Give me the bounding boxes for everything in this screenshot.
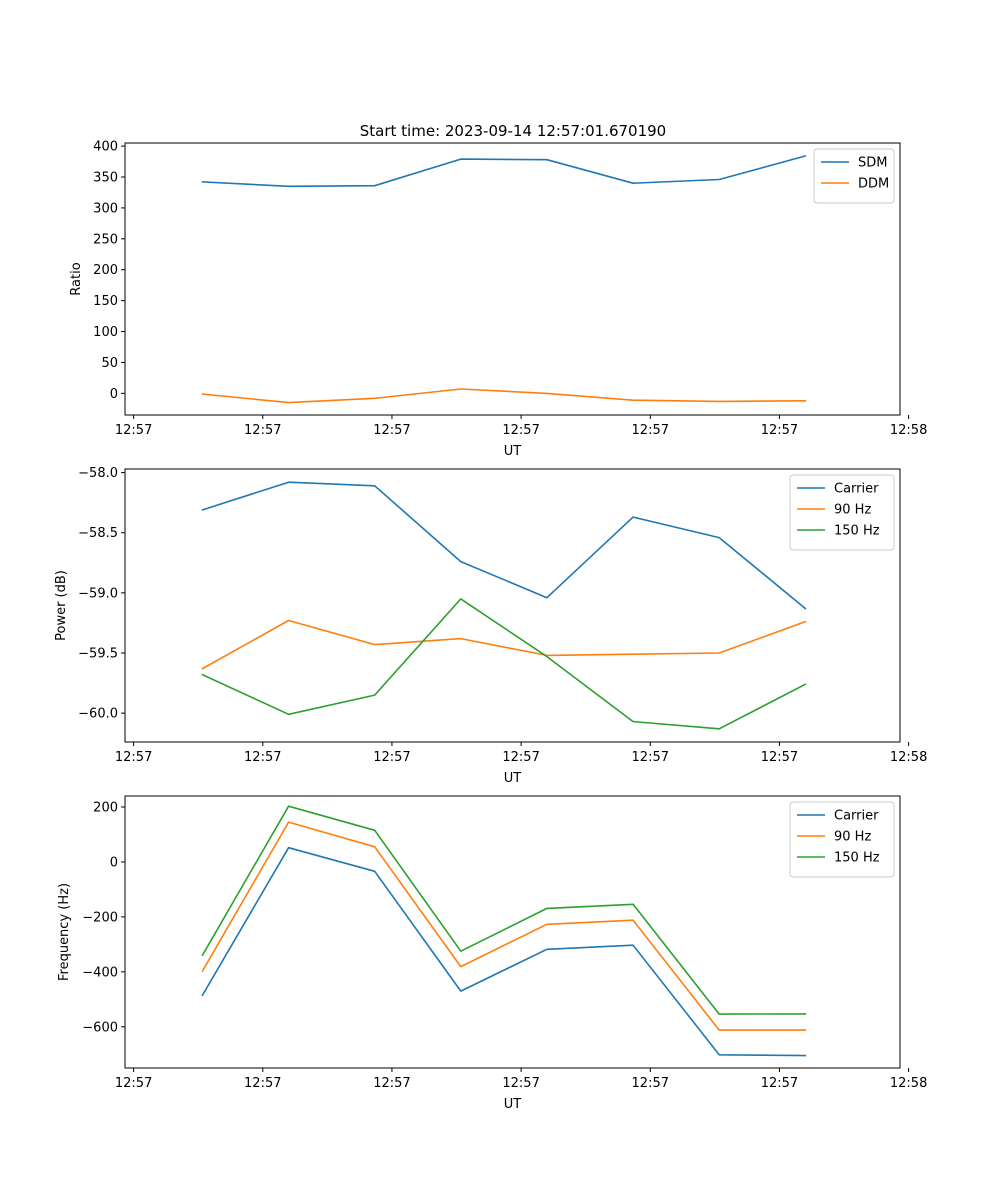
frequency-series-90-hz-line (201, 821, 807, 1031)
power-legend: Carrier 90 Hz 150 Hz (789, 474, 895, 551)
frequency-legend-label-carrier: Carrier (834, 809, 879, 824)
power-x-tick-label: 12:57 (632, 750, 669, 765)
ratio-x-tick-label: 12:57 (373, 423, 410, 438)
power-series-90-hz-line (201, 619, 807, 670)
ratio-y-tick-label: 300 (93, 201, 118, 216)
ratio-x-tick-label: 12:57 (632, 423, 669, 438)
ratio-x-tick-label: 12:57 (502, 423, 539, 438)
frequency-legend-label-90-hz: 90 Hz (834, 830, 871, 845)
frequency-y-tick-label: −600 (82, 1020, 118, 1035)
power-series-150-hz-line (201, 598, 807, 730)
ratio-y-tick-label: 200 (93, 263, 118, 278)
ratio-legend-label-sdm: SDM (858, 156, 887, 171)
power-x-tick-label: 12:58 (890, 750, 927, 765)
frequency-x-tick-label: 12:57 (115, 1076, 152, 1091)
frequency-series-carrier-line (201, 846, 807, 1057)
frequency-x-tick-label: 12:57 (373, 1076, 410, 1091)
ratio-x-tick-label: 12:57 (115, 423, 152, 438)
power-legend-label-carrier: Carrier (834, 482, 879, 497)
ratio-panel: 12:57 12:57 12:57 12:57 12:57 12:57 12:58 0 50 10… (69, 140, 927, 459)
power-x-tick-label: 12:57 (244, 750, 281, 765)
frequency-panel: 12:57 12:57 12:57 12:57 12:57 12:57 12:58 −600 −… (57, 795, 927, 1112)
ratio-x-tick-label: 12:57 (244, 423, 281, 438)
power-series-carrier-line (201, 481, 807, 610)
ratio-y-tick-label: 350 (93, 171, 118, 186)
ratio-legend-label-ddm: DDM (858, 177, 889, 192)
frequency-x-tick-label: 12:57 (761, 1076, 798, 1091)
power-axes-frame (124, 468, 901, 743)
ratio-series-sdm-line (201, 155, 807, 188)
ratio-y-axis-label: Ratio (69, 262, 84, 295)
power-legend-frame (789, 474, 895, 551)
frequency-y-tick-label: 200 (93, 800, 118, 815)
frequency-x-tick-label: 12:57 (244, 1076, 281, 1091)
power-y-tick-label: −58.5 (78, 526, 118, 541)
frequency-series-150-hz-line (201, 805, 807, 1015)
ratio-y-tick-label: 50 (101, 356, 118, 371)
ratio-axes-frame (124, 142, 901, 416)
ratio-legend: SDM DDM (813, 148, 895, 204)
ratio-x-tick-label: 12:57 (761, 423, 798, 438)
power-legend-label-90-hz: 90 Hz (834, 503, 871, 518)
power-y-axis-label: Power (dB) (54, 570, 69, 641)
power-x-axis-label: UT (504, 771, 522, 786)
figure-title: Start time: 2023-09-14 12:57:01.670190 (360, 122, 666, 140)
frequency-x-tick-label: 12:58 (890, 1076, 927, 1091)
power-panel: 12:57 12:57 12:57 12:57 12:57 12:57 12:58 −60.0… (54, 466, 927, 786)
ratio-y-tick-label: 100 (93, 325, 118, 340)
power-legend-label-150-hz: 150 Hz (834, 524, 880, 539)
frequency-y-tick-label: −200 (82, 910, 118, 925)
frequency-y-tick-label: 0 (110, 855, 118, 870)
frequency-legend: Carrier 90 Hz 150 Hz (789, 801, 895, 878)
power-y-tick-label: −59.0 (78, 586, 118, 601)
frequency-x-tick-label: 12:57 (502, 1076, 539, 1091)
power-x-tick-label: 12:57 (115, 750, 152, 765)
frequency-axes-frame (124, 795, 901, 1069)
ratio-y-tick-label: 250 (93, 232, 118, 247)
frequency-legend-label-150-hz: 150 Hz (834, 851, 880, 866)
ratio-y-tick-label: 0 (110, 387, 118, 402)
power-y-tick-label: −60.0 (78, 707, 118, 722)
ratio-y-tick-label: 400 (93, 140, 118, 155)
power-x-tick-label: 12:57 (502, 750, 539, 765)
power-x-tick-label: 12:57 (761, 750, 798, 765)
ratio-x-tick-label: 12:58 (890, 423, 927, 438)
frequency-legend-frame (789, 801, 895, 878)
power-y-tick-label: −58.0 (78, 466, 118, 481)
power-y-tick-label: −59.5 (78, 647, 118, 662)
ratio-x-axis-label: UT (504, 444, 522, 459)
ratio-y-tick-label: 150 (93, 294, 118, 309)
ratio-series-ddm-line (201, 388, 807, 404)
frequency-y-tick-label: −400 (82, 965, 118, 980)
frequency-x-axis-label: UT (504, 1097, 522, 1112)
frequency-x-tick-label: 12:57 (632, 1076, 669, 1091)
power-x-tick-label: 12:57 (373, 750, 410, 765)
frequency-y-axis-label: Frequency (Hz) (57, 883, 72, 981)
